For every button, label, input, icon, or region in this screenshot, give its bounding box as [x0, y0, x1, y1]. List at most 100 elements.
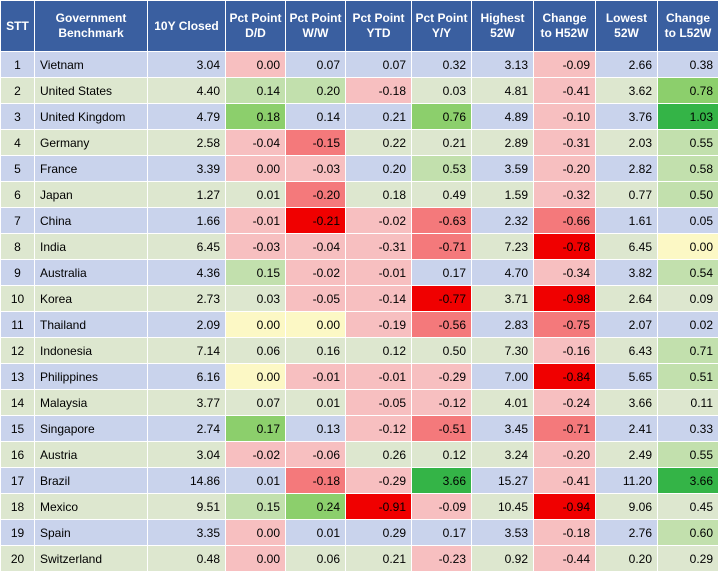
cell-change-l52w: 0.50 [657, 181, 719, 208]
cell-pct-yy: -0.12 [411, 389, 472, 416]
cell-pct-ww: -0.15 [285, 129, 346, 156]
cell-change-l52w: 0.33 [657, 415, 719, 442]
header-benchmark: Government Benchmark [34, 0, 148, 52]
header-row: STT Government Benchmark 10Y Closed Pct … [0, 0, 719, 52]
cell-pct-dd: 0.00 [225, 363, 286, 390]
cell-pct-ww: -0.03 [285, 155, 346, 182]
cell-pct-dd: 0.00 [225, 311, 286, 338]
cell-country: United States [34, 77, 148, 104]
cell-change-h52w: -0.84 [533, 363, 596, 390]
cell-lowest-52w: 11.20 [595, 467, 658, 494]
cell-pct-ytd: -0.05 [345, 389, 412, 416]
table-header: STT Government Benchmark 10Y Closed Pct … [0, 0, 719, 52]
cell-10y-closed: 6.16 [147, 363, 226, 390]
cell-pct-ww: 0.00 [285, 311, 346, 338]
header-change-l52w: Change to L52W [657, 0, 719, 52]
table-row: 15 Singapore 2.74 0.17 0.13 -0.12 -0.51 3.45 -0.… [0, 415, 719, 442]
table-row: 4 Germany 2.58 -0.04 -0.15 0.22 0.21 2.89 -0.31 2… [0, 129, 719, 156]
cell-stt: 20 [0, 545, 35, 572]
cell-change-h52w: -0.09 [533, 51, 596, 78]
table-row: 8 India 6.45 -0.03 -0.04 -0.31 -0.71 7.23 -0.78 6… [0, 233, 719, 260]
cell-10y-closed: 3.39 [147, 155, 226, 182]
cell-change-h52w: -0.10 [533, 103, 596, 130]
cell-highest-52w: 3.59 [471, 155, 534, 182]
cell-highest-52w: 2.89 [471, 129, 534, 156]
cell-change-l52w: 0.45 [657, 493, 719, 520]
cell-pct-dd: 0.00 [225, 155, 286, 182]
cell-highest-52w: 4.70 [471, 259, 534, 286]
cell-highest-52w: 4.01 [471, 389, 534, 416]
cell-stt: 17 [0, 467, 35, 494]
cell-country: Australia [34, 259, 148, 286]
header-pct-yy: Pct Point Y/Y [411, 0, 472, 52]
cell-change-l52w: 0.55 [657, 129, 719, 156]
table-body: 1 Vietnam 3.04 0.00 0.07 0.07 0.32 3.13 -0.09 2.6… [0, 51, 719, 572]
cell-pct-dd: -0.01 [225, 207, 286, 234]
cell-change-h52w: -0.41 [533, 467, 596, 494]
cell-stt: 2 [0, 77, 35, 104]
cell-pct-ww: -0.21 [285, 207, 346, 234]
cell-highest-52w: 10.45 [471, 493, 534, 520]
cell-change-h52w: -0.18 [533, 519, 596, 546]
cell-lowest-52w: 1.61 [595, 207, 658, 234]
cell-highest-52w: 4.81 [471, 77, 534, 104]
cell-lowest-52w: 2.76 [595, 519, 658, 546]
cell-pct-ytd: -0.91 [345, 493, 412, 520]
cell-pct-dd: 0.03 [225, 285, 286, 312]
cell-pct-ytd: -0.29 [345, 467, 412, 494]
cell-pct-dd: -0.03 [225, 233, 286, 260]
table-row: 17 Brazil 14.86 0.01 -0.18 -0.29 3.66 15.27 -0.4… [0, 467, 719, 494]
cell-country: India [34, 233, 148, 260]
cell-country: Malaysia [34, 389, 148, 416]
cell-highest-52w: 2.83 [471, 311, 534, 338]
cell-stt: 10 [0, 285, 35, 312]
table-row: 6 Japan 1.27 0.01 -0.20 0.18 0.49 1.59 -0.32 0.77… [0, 181, 719, 208]
cell-pct-dd: -0.04 [225, 129, 286, 156]
header-change-h52w: Change to H52W [533, 0, 596, 52]
cell-stt: 18 [0, 493, 35, 520]
cell-pct-dd: 0.07 [225, 389, 286, 416]
table-row: 11 Thailand 2.09 0.00 0.00 -0.19 -0.56 2.83 -0.7… [0, 311, 719, 338]
cell-pct-yy: 0.17 [411, 259, 472, 286]
cell-change-h52w: -0.98 [533, 285, 596, 312]
cell-pct-ww: 0.14 [285, 103, 346, 130]
header-highest-52w: Highest 52W [471, 0, 534, 52]
table-row: 12 Indonesia 7.14 0.06 0.16 0.12 0.50 7.30 -0.16… [0, 337, 719, 364]
cell-pct-dd: 0.01 [225, 181, 286, 208]
cell-pct-ww: -0.20 [285, 181, 346, 208]
cell-pct-dd: 0.15 [225, 493, 286, 520]
cell-pct-dd: -0.02 [225, 441, 286, 468]
cell-lowest-52w: 2.66 [595, 51, 658, 78]
cell-change-l52w: 0.09 [657, 285, 719, 312]
cell-pct-ytd: 0.18 [345, 181, 412, 208]
table-row: 16 Austria 3.04 -0.02 -0.06 0.26 0.12 3.24 -0.20… [0, 441, 719, 468]
table-row: 9 Australia 4.36 0.15 -0.02 -0.01 0.17 4.70 -0.3… [0, 259, 719, 286]
cell-10y-closed: 6.45 [147, 233, 226, 260]
cell-pct-yy: 0.53 [411, 155, 472, 182]
cell-lowest-52w: 5.65 [595, 363, 658, 390]
cell-pct-ytd: 0.20 [345, 155, 412, 182]
header-10y-closed: 10Y Closed [147, 0, 226, 52]
cell-country: Brazil [34, 467, 148, 494]
cell-pct-ytd: -0.01 [345, 259, 412, 286]
cell-change-h52w: -0.71 [533, 415, 596, 442]
cell-change-l52w: 0.05 [657, 207, 719, 234]
table-row: 7 China 1.66 -0.01 -0.21 -0.02 -0.63 2.32 -0.66 1… [0, 207, 719, 234]
cell-pct-yy: 0.76 [411, 103, 472, 130]
cell-pct-dd: 0.00 [225, 51, 286, 78]
cell-pct-ww: 0.01 [285, 519, 346, 546]
table-row: 3 United Kingdom 4.79 0.18 0.14 0.21 0.76 4.89-… [0, 103, 719, 130]
cell-change-h52w: -0.66 [533, 207, 596, 234]
cell-change-l52w: 0.71 [657, 337, 719, 364]
table-row: 5 France 3.39 0.00 -0.03 0.20 0.53 3.59 -0.20 2.8… [0, 155, 719, 182]
cell-country: Indonesia [34, 337, 148, 364]
cell-pct-ytd: 0.21 [345, 545, 412, 572]
cell-pct-ww: -0.04 [285, 233, 346, 260]
cell-change-l52w: 0.00 [657, 233, 719, 260]
header-pct-ww: Pct Point W/W [285, 0, 346, 52]
cell-pct-ytd: 0.12 [345, 337, 412, 364]
cell-pct-dd: 0.17 [225, 415, 286, 442]
table-row: 1 Vietnam 3.04 0.00 0.07 0.07 0.32 3.13 -0.09 2.6… [0, 51, 719, 78]
cell-pct-ww: 0.16 [285, 337, 346, 364]
